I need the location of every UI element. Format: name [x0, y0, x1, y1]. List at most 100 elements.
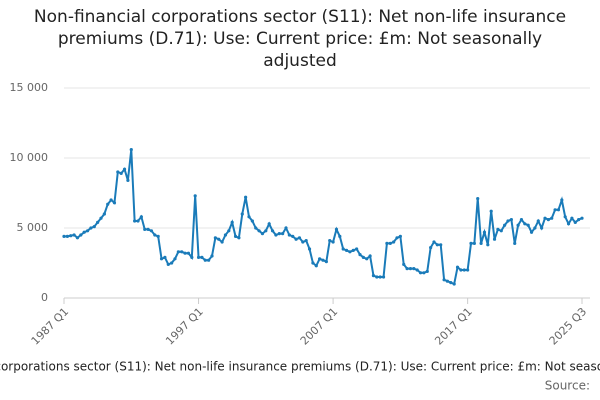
point — [408, 267, 413, 271]
point — [358, 253, 362, 257]
point — [254, 226, 258, 230]
point — [270, 229, 275, 233]
point — [398, 234, 402, 238]
point — [580, 216, 584, 220]
point — [449, 281, 453, 285]
point — [287, 233, 291, 237]
point — [506, 219, 510, 223]
point — [466, 268, 470, 272]
point — [442, 278, 446, 282]
point — [237, 236, 241, 240]
point — [328, 239, 332, 243]
point — [432, 240, 436, 244]
point — [452, 282, 456, 286]
point — [250, 219, 254, 223]
point — [122, 167, 127, 171]
point — [277, 232, 281, 236]
point — [203, 258, 207, 262]
point — [513, 241, 517, 245]
point — [92, 225, 96, 229]
point — [577, 218, 581, 222]
point — [476, 197, 480, 201]
point — [247, 215, 251, 219]
point — [149, 229, 154, 233]
point — [503, 223, 507, 227]
point — [486, 243, 490, 247]
point — [341, 247, 345, 251]
point — [260, 232, 265, 236]
point — [570, 216, 574, 220]
point — [344, 248, 349, 252]
point — [519, 218, 524, 222]
point — [334, 227, 339, 231]
point — [304, 239, 308, 243]
point — [126, 178, 130, 182]
point — [183, 251, 187, 255]
point — [291, 234, 295, 238]
point — [381, 275, 386, 279]
x-axis-label: Non-financial corporations sector (S11):… — [0, 360, 600, 374]
point — [563, 215, 567, 219]
point — [65, 234, 69, 238]
point — [429, 246, 433, 250]
point — [546, 218, 550, 222]
chart-title: Non-financial corporations sector (S11):… — [33, 7, 567, 71]
point — [378, 275, 382, 279]
point — [210, 254, 214, 258]
point — [133, 219, 137, 223]
point — [509, 218, 513, 222]
point — [355, 247, 359, 251]
point — [365, 257, 369, 261]
point — [69, 234, 73, 238]
point — [294, 237, 298, 241]
point — [200, 255, 204, 259]
point — [159, 257, 164, 261]
point — [166, 262, 170, 266]
point — [516, 223, 520, 227]
point — [109, 198, 113, 202]
point — [338, 234, 342, 238]
point — [392, 240, 396, 244]
point — [318, 257, 322, 261]
point — [459, 268, 463, 272]
point — [361, 255, 365, 259]
point — [102, 212, 106, 216]
point — [482, 230, 487, 234]
point — [556, 208, 561, 212]
point — [129, 148, 133, 152]
point — [274, 233, 278, 237]
y-tick-label: 10 000 — [10, 151, 49, 164]
point — [284, 226, 288, 230]
point — [170, 261, 174, 265]
point — [469, 241, 473, 245]
point — [479, 241, 483, 245]
point — [368, 254, 372, 258]
point — [492, 237, 497, 241]
point — [412, 267, 416, 271]
point — [96, 220, 100, 224]
point — [573, 220, 577, 224]
point — [119, 171, 123, 175]
point — [402, 262, 406, 266]
point — [196, 255, 201, 259]
y-tick-label: 15 000 — [10, 81, 49, 94]
point — [371, 274, 376, 278]
point — [536, 219, 540, 223]
point — [395, 236, 399, 240]
point — [213, 236, 217, 240]
point — [75, 236, 80, 240]
point — [526, 223, 530, 227]
point — [143, 227, 147, 231]
point — [72, 233, 76, 237]
point — [307, 247, 312, 251]
point — [267, 222, 271, 226]
point — [425, 269, 429, 273]
point — [435, 243, 439, 247]
point — [217, 237, 221, 241]
point — [297, 236, 302, 240]
x-tick-label: 1987 Q1 — [29, 305, 72, 348]
point — [112, 201, 117, 205]
point — [153, 233, 157, 237]
